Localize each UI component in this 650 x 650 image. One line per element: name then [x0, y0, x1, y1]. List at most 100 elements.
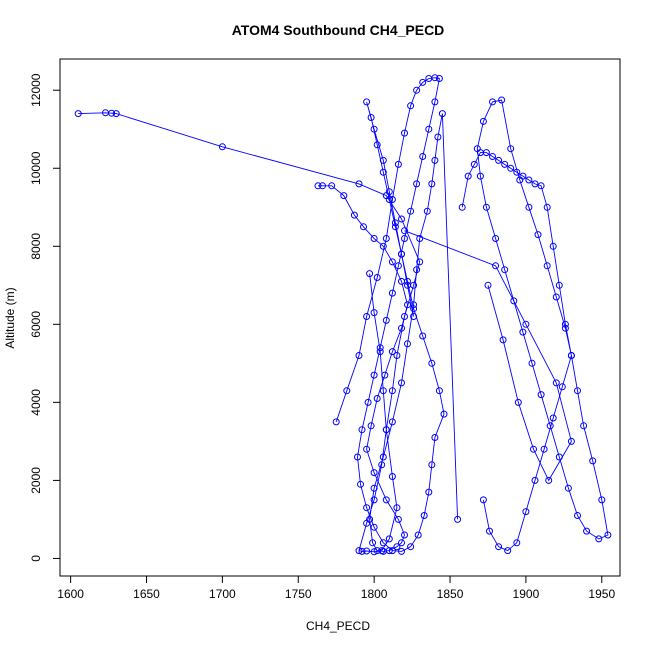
data-point: [513, 168, 521, 176]
data-point: [543, 203, 551, 211]
data-point: [492, 235, 500, 242]
data-point: [464, 172, 472, 180]
data-point: [499, 336, 507, 344]
data-point: [484, 281, 492, 289]
y-tick-label: 12000: [29, 73, 43, 107]
data-point: [379, 453, 387, 461]
data-point: [385, 188, 393, 196]
data-point: [510, 297, 518, 305]
data-point: [373, 274, 381, 281]
data-point: [379, 387, 387, 395]
data-point: [407, 543, 415, 551]
data-point: [495, 543, 503, 551]
series-layer: [74, 74, 612, 556]
data-point: [438, 110, 446, 118]
series-line-4: [461, 99, 609, 552]
data-point: [355, 180, 363, 188]
data-point: [388, 547, 396, 555]
data-point: [112, 110, 120, 118]
data-point: [401, 235, 408, 242]
data-point: [567, 352, 575, 359]
data-point: [552, 293, 560, 301]
data-point: [413, 86, 421, 94]
data-point: [454, 515, 462, 523]
data-point: [498, 96, 506, 104]
data-point: [379, 242, 387, 250]
data-point: [357, 480, 364, 488]
x-tick-label: 1850: [437, 587, 464, 601]
x-tick-label: 1950: [588, 587, 615, 601]
data-point: [370, 484, 378, 492]
data-point: [385, 535, 393, 543]
data-point: [519, 328, 527, 336]
data-point: [373, 395, 381, 402]
data-point: [370, 371, 378, 379]
data-point: [407, 102, 415, 110]
data-point: [410, 305, 418, 313]
data-point: [379, 168, 387, 176]
data-point: [419, 332, 427, 340]
data-point: [489, 98, 496, 106]
data-point: [431, 98, 439, 106]
data-point: [363, 313, 371, 320]
data-point: [423, 207, 431, 215]
data-point: [367, 114, 375, 121]
data-point: [385, 196, 393, 203]
data-point: [410, 313, 418, 320]
data-point: [501, 160, 509, 168]
data-point: [401, 313, 408, 320]
data-point: [382, 316, 390, 324]
data-point: [366, 270, 374, 278]
data-point: [522, 508, 530, 516]
data-point: [376, 344, 384, 352]
series-line-2: [318, 113, 459, 552]
chart-title: ATOM4 Southbound CH4_PECD: [232, 22, 445, 38]
data-point: [525, 203, 533, 211]
data-point: [394, 262, 402, 270]
x-tick-label: 1900: [513, 587, 540, 601]
data-point: [434, 133, 442, 141]
data-point: [379, 539, 387, 547]
data-point: [589, 457, 597, 465]
data-point: [398, 324, 405, 332]
data-point: [370, 548, 378, 556]
data-point: [391, 223, 399, 231]
data-point: [388, 258, 396, 266]
y-axis-label: Altitude (m): [3, 287, 17, 348]
data-point: [425, 488, 433, 496]
data-point: [501, 266, 509, 274]
data-point: [343, 387, 351, 395]
data-point: [391, 219, 399, 227]
data-point: [363, 547, 371, 555]
data-point: [419, 78, 427, 86]
data-point: [549, 242, 557, 250]
data-point: [407, 207, 415, 215]
data-point: [514, 398, 522, 406]
data-point: [413, 180, 421, 188]
data-point: [476, 172, 484, 180]
data-point: [370, 309, 378, 317]
data-point: [414, 531, 422, 539]
data-point: [440, 410, 448, 418]
data-point: [431, 156, 439, 164]
x-tick-label: 1800: [361, 587, 388, 601]
data-point: [567, 437, 575, 445]
data-point: [507, 164, 515, 172]
data-point: [525, 176, 533, 184]
data-point: [340, 192, 348, 200]
data-point: [479, 496, 487, 504]
data-point: [74, 110, 82, 118]
data-point: [108, 109, 116, 117]
data-point: [363, 445, 371, 453]
data-point: [555, 281, 563, 289]
data-point: [537, 391, 545, 399]
data-point: [381, 371, 389, 379]
data-point: [413, 266, 421, 274]
data-point: [401, 227, 408, 235]
data-point: [382, 496, 390, 504]
data-point: [431, 434, 439, 441]
data-point: [328, 182, 336, 190]
data-point: [531, 180, 539, 188]
y-tick-label: 6000: [29, 311, 43, 338]
